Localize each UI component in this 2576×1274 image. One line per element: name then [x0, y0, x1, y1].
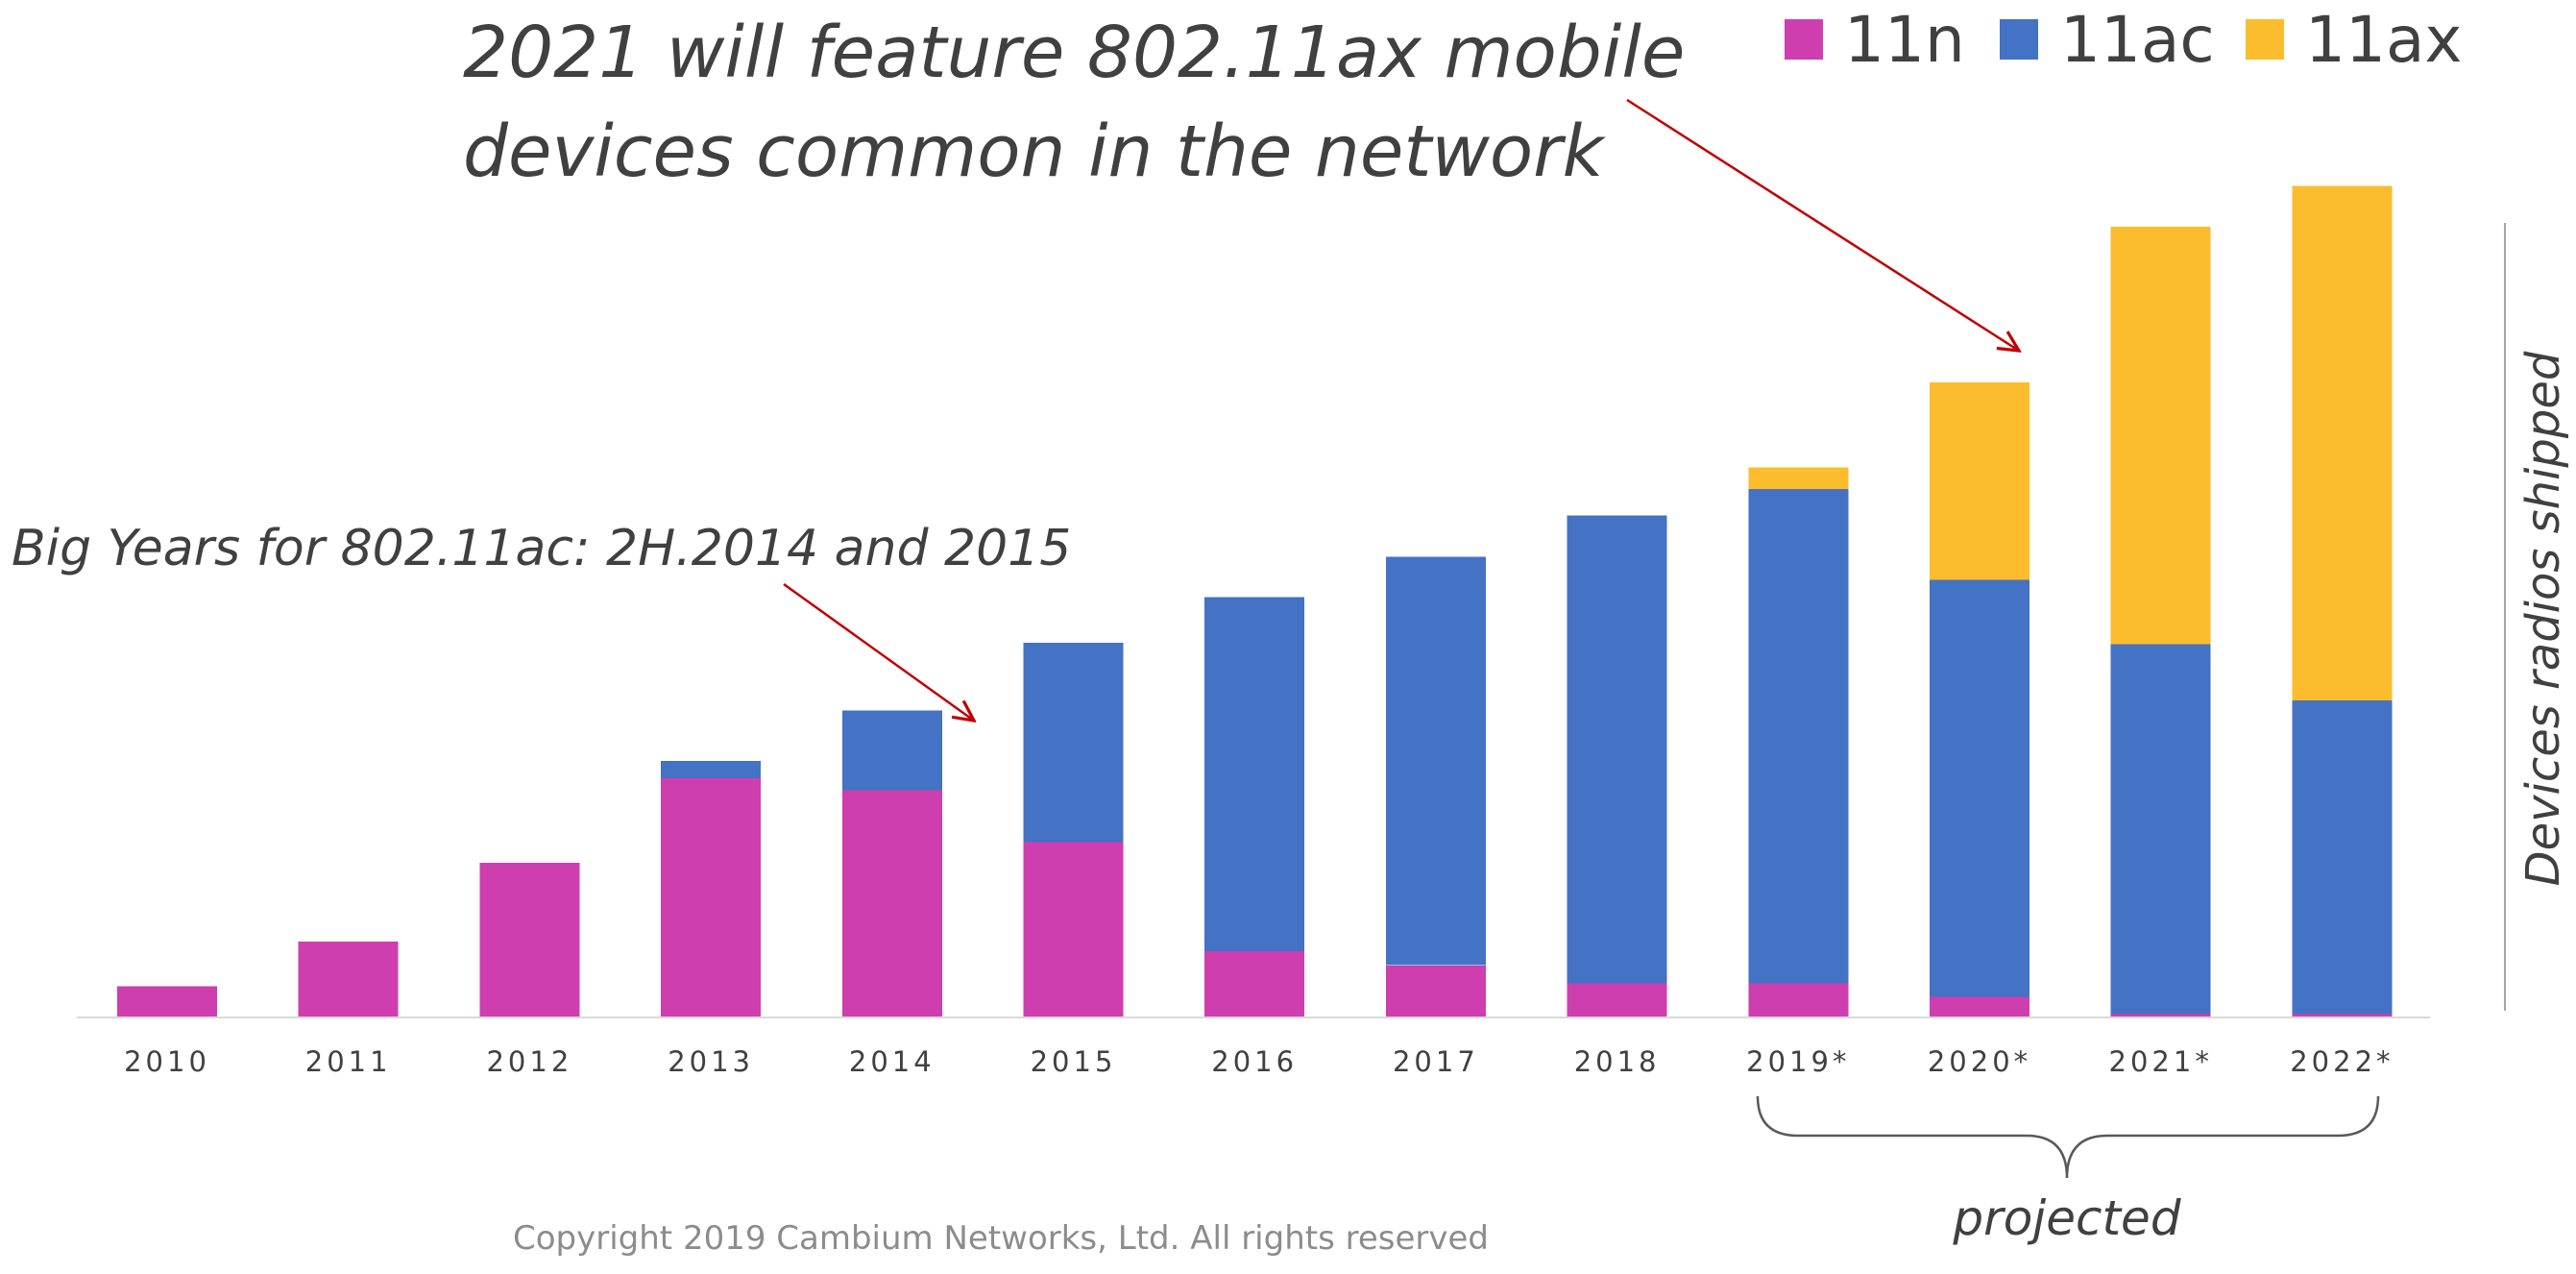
x-tick-label-2019: 2019* [1746, 1045, 1850, 1078]
bar-11n-2013 [661, 778, 762, 1017]
bar-11ac-2018 [1567, 515, 1667, 984]
headline-annotation-line1: 2021 will feature 802.11ax mobile [463, 12, 1685, 94]
bar-11ax-2019 [1748, 467, 1849, 489]
bar-11ac-2017 [1385, 556, 1486, 966]
legend-swatch-11ax [2246, 19, 2284, 60]
bar-11ax-2021 [2110, 226, 2211, 645]
bar-11n-2022 [2292, 1014, 2393, 1017]
x-tick-label-2015: 2015 [1031, 1045, 1117, 1078]
bar-11n-2010 [117, 986, 217, 1017]
x-tick-labels: 2010 2011 2012 2013 2014 2015 2016 2017 2018 2019… [124, 1045, 2394, 1078]
x-tick-label-2012: 2012 [486, 1045, 572, 1078]
bar-11n-2019 [1748, 983, 1849, 1017]
legend-label-11n: 11n [1844, 3, 1965, 77]
bar-11n-2011 [298, 941, 399, 1017]
bar-11n-2012 [479, 863, 580, 1017]
bar-11ax-2022 [2292, 185, 2393, 701]
x-tick-label-2011: 2011 [305, 1045, 392, 1078]
secondary-annotation: Big Years for 802.11ac: 2H.2014 and 2015 [12, 520, 1071, 577]
projected-label: projected [1952, 1190, 2180, 1246]
x-tick-label-2020: 2020* [1928, 1045, 2031, 1078]
bar-11n-2017 [1385, 965, 1486, 1017]
bar-11ax-2020 [1930, 381, 2029, 580]
bar-11n-2020 [1930, 996, 2029, 1017]
x-tick-label-2010: 2010 [124, 1045, 210, 1078]
x-tick-label-2016: 2016 [1211, 1045, 1298, 1078]
secondary-arrow [783, 582, 974, 721]
x-tick-label-2013: 2013 [668, 1045, 754, 1078]
x-tick-label-2014: 2014 [849, 1045, 936, 1078]
projected-bracket [1756, 1095, 2380, 1179]
bar-11n-2018 [1567, 983, 1667, 1017]
bar-11ac-2014 [841, 710, 942, 791]
legend-swatch-11ac [2000, 19, 2038, 60]
x-tick-label-2022: 2022* [2290, 1045, 2394, 1078]
copyright-footer: Copyright 2019 Cambium Networks, Ltd. Al… [513, 1219, 1489, 1258]
x-tick-label-2021: 2021* [2109, 1045, 2213, 1078]
bar-11ac-2022 [2292, 700, 2393, 1015]
bars-group [117, 185, 2393, 1017]
y-axis-label: Devices radios shipped [2516, 351, 2570, 886]
bar-11n-2021 [2110, 1014, 2211, 1017]
legend-label-11ax: 11ax [2305, 3, 2463, 77]
bar-11ac-2020 [1930, 579, 2029, 997]
bar-11ac-2013 [661, 761, 762, 779]
legend-label-11ac: 11ac [2060, 3, 2215, 77]
x-tick-label-2018: 2018 [1574, 1045, 1661, 1078]
bar-11ac-2015 [1023, 643, 1124, 843]
legend-swatch-11n [1785, 19, 1823, 60]
bar-11ac-2019 [1748, 488, 1849, 984]
bar-11ac-2016 [1204, 597, 1305, 952]
bar-11n-2016 [1204, 951, 1305, 1017]
legend: 11n 11ac 11ax [1785, 3, 2463, 77]
headline-annotation-line2: devices common in the network [463, 110, 1607, 193]
x-tick-label-2017: 2017 [1393, 1045, 1479, 1078]
headline-arrow [1626, 98, 2019, 351]
bar-11n-2015 [1023, 842, 1124, 1017]
bar-11n-2014 [841, 790, 942, 1017]
bar-11ac-2021 [2110, 644, 2211, 1015]
